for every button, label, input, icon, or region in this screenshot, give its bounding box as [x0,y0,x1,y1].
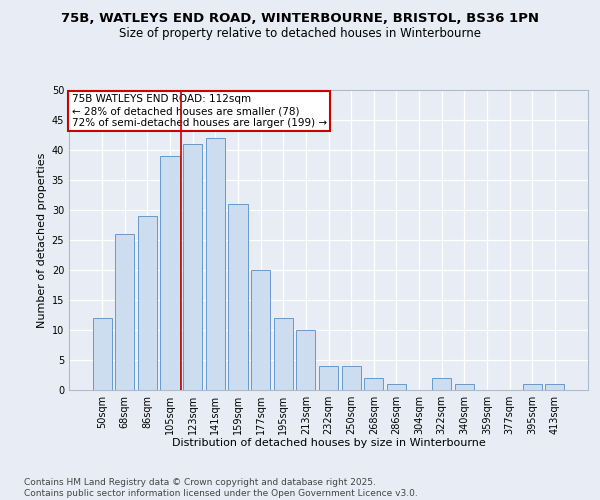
Text: Size of property relative to detached houses in Winterbourne: Size of property relative to detached ho… [119,28,481,40]
Bar [523,384,542,390]
Bar [274,318,293,390]
Bar [115,234,134,390]
Bar [296,330,316,390]
Text: 75B, WATLEYS END ROAD, WINTERBOURNE, BRISTOL, BS36 1PN: 75B, WATLEYS END ROAD, WINTERBOURNE, BRI… [61,12,539,26]
Bar [138,216,157,390]
Bar [206,138,225,390]
Bar [364,378,383,390]
Bar [183,144,202,390]
Bar [545,384,565,390]
Bar [455,384,474,390]
Bar [229,204,248,390]
Bar [160,156,180,390]
Bar [341,366,361,390]
Bar [319,366,338,390]
Bar [92,318,112,390]
Text: Contains HM Land Registry data © Crown copyright and database right 2025.
Contai: Contains HM Land Registry data © Crown c… [24,478,418,498]
Bar [387,384,406,390]
X-axis label: Distribution of detached houses by size in Winterbourne: Distribution of detached houses by size … [172,438,485,448]
Bar [432,378,451,390]
Text: 75B WATLEYS END ROAD: 112sqm
← 28% of detached houses are smaller (78)
72% of se: 75B WATLEYS END ROAD: 112sqm ← 28% of de… [71,94,327,128]
Bar [251,270,270,390]
Y-axis label: Number of detached properties: Number of detached properties [37,152,47,328]
